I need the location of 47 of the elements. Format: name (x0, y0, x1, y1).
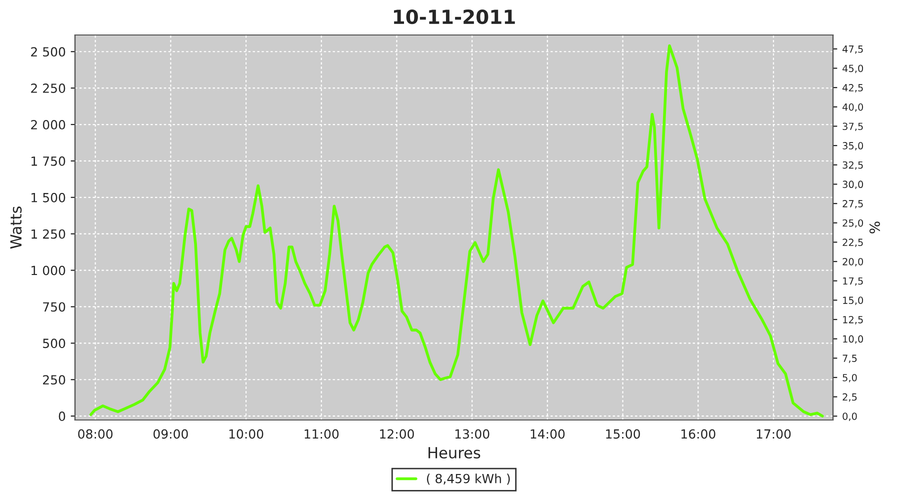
y2-tick-label: 0,0 (842, 412, 857, 421)
y-tick-label: 250 (43, 375, 66, 385)
y2-tick-label: 47,5 (842, 46, 863, 54)
y2-tick-label: 25,0 (842, 219, 864, 228)
chart-title: 10-11-2011 (394, 9, 515, 24)
x-axis-title: Heures (428, 447, 480, 459)
x-tick-label: 11:00 (304, 429, 339, 439)
y-tick-label: 1 250 (32, 229, 66, 239)
y-tick-label: 2 250 (31, 84, 66, 93)
x-tick-label: 15:00 (606, 429, 640, 439)
y-tick-label: 2 000 (31, 120, 66, 130)
x-tick-label: 09:00 (154, 429, 188, 439)
y2-tick-label: 32,5 (842, 161, 863, 170)
line-series (89, 44, 824, 418)
x-tick-label: 10:00 (229, 429, 264, 439)
y-tick-label: 500 (43, 338, 66, 348)
y2-tick-label: 12,5 (843, 316, 863, 324)
y2-tick-label: 2,5 (842, 393, 857, 402)
y2-tick-label: 37,5 (842, 122, 863, 132)
y-tick-label: 2 500 (31, 47, 66, 57)
y-axis-title: Watts (10, 206, 22, 249)
y2-tick-label: 45,0 (842, 64, 864, 74)
y2-tick-label: 27,5 (842, 200, 863, 208)
y-tick-label: 1 500 (32, 192, 66, 202)
y2-tick-label: 30,0 (842, 180, 864, 190)
x-tick-label: 08:00 (78, 429, 113, 439)
y2-axis-title: % (869, 222, 880, 234)
x-tick-label: 16:00 (681, 429, 716, 439)
y2-tick-label: 7,5 (842, 354, 857, 363)
y2-tick-label: 40,0 (842, 103, 864, 112)
y2-tick-label: 10,0 (843, 335, 864, 344)
legend-label: ( 8,459 kWh ) (426, 474, 510, 485)
x-tick-label: 13:00 (455, 429, 490, 439)
y-tick-label: 0 (58, 412, 66, 421)
y-tick-label: 750 (43, 302, 66, 312)
y2-tick-label: 15,0 (843, 296, 864, 305)
y2-tick-label: 20,0 (842, 258, 864, 266)
y-tick-label: 1 750 (32, 156, 66, 166)
y-tick-label: 1 000 (32, 266, 66, 276)
x-tick-label: 12:00 (380, 429, 414, 439)
x-tick-label: 17:00 (756, 429, 791, 439)
y2-tick-label: 35,0 (842, 142, 864, 150)
x-tick-label: 14:00 (530, 429, 565, 439)
y2-tick-label: 17,5 (843, 277, 863, 286)
y2-tick-label: 42,5 (842, 84, 863, 92)
y2-tick-label: 22,5 (842, 238, 863, 248)
y2-tick-label: 5,0 (842, 374, 857, 382)
